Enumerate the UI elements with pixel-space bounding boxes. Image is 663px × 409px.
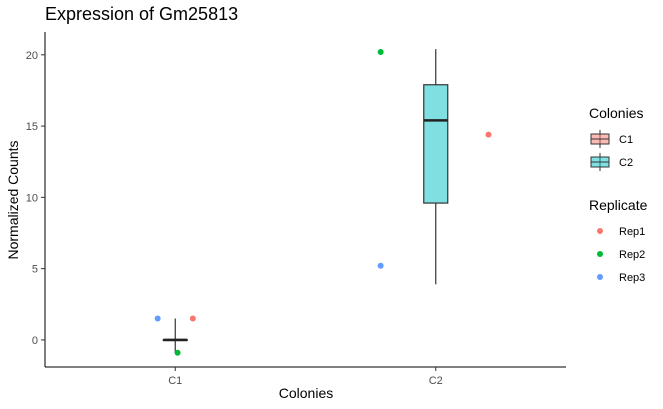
legend-key-point (597, 228, 603, 234)
legend-key-point (597, 274, 603, 280)
legend-label: Rep1 (619, 226, 645, 238)
legend-key (597, 228, 603, 234)
plot-area: 0 5 10 15 20 C1 C2 (26, 32, 566, 387)
y-tick-label: 5 (32, 264, 38, 276)
legend-key (597, 251, 603, 257)
legend-title: Colonies (589, 105, 643, 121)
legend-label: C2 (619, 157, 633, 169)
legend-title: Replicate (589, 197, 648, 213)
box-c1 (162, 318, 188, 353)
legend-label: C1 (619, 134, 633, 146)
data-point-rep1 (485, 131, 492, 138)
y-tick-label: 15 (26, 121, 38, 133)
data-point-rep2 (377, 48, 384, 55)
chart-title: Expression of Gm25813 (45, 4, 238, 24)
legend-key (597, 274, 603, 280)
y-tick-label: 0 (32, 335, 38, 347)
data-point-rep1 (189, 315, 196, 322)
x-tick-label: C2 (429, 375, 443, 387)
y-tick-label: 10 (26, 192, 38, 204)
data-point-rep3 (377, 262, 384, 269)
y-axis-title: Normalized Counts (5, 140, 21, 259)
legend-label: Rep2 (619, 249, 645, 261)
x-axis-title: Colonies (279, 385, 333, 401)
box-c2 (423, 49, 449, 285)
legend: Colonies C1 C2 Replicate Rep1 Rep2 Rep3 (589, 105, 648, 284)
legend-key (590, 153, 610, 171)
legend-label: Rep3 (619, 272, 645, 284)
legend-key (590, 130, 610, 148)
data-point-rep3 (154, 315, 161, 322)
y-tick-label: 20 (26, 50, 38, 62)
x-tick-label: C1 (168, 375, 182, 387)
box-body (423, 84, 449, 204)
legend-key-point (597, 251, 603, 257)
data-point-rep2 (174, 349, 181, 356)
